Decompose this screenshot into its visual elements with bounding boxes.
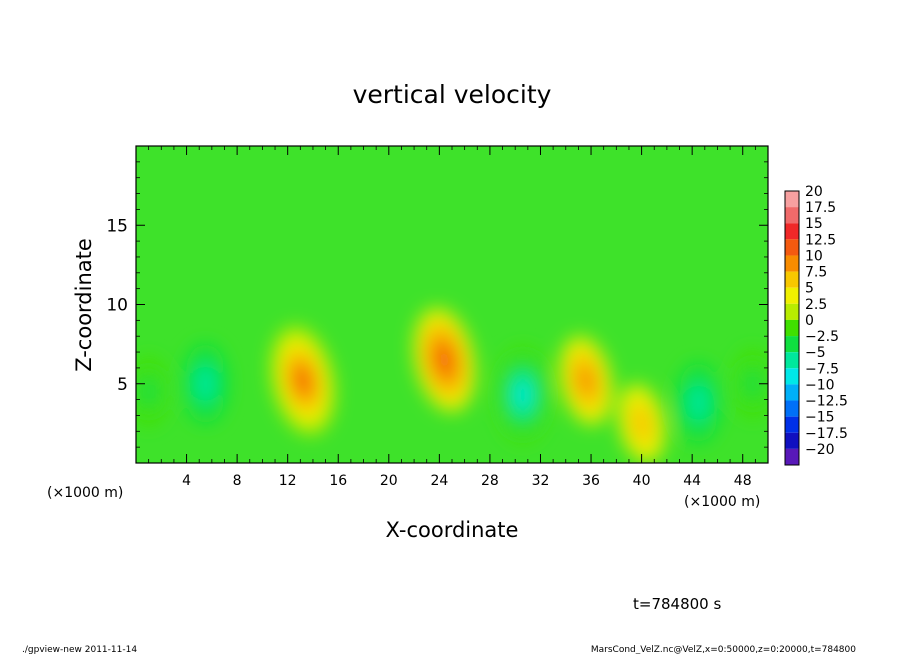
- velocity-contour: [577, 365, 595, 396]
- y-tick-label: 15: [106, 216, 128, 236]
- colorbar-label: −20: [805, 442, 835, 458]
- colorbar-swatch: [785, 432, 799, 449]
- velocity-feature: [136, 357, 169, 427]
- colorbar-swatch: [785, 287, 799, 304]
- colorbar-label: −15: [805, 410, 835, 426]
- colorbar-swatch: [785, 207, 799, 224]
- colorbar-swatch: [785, 352, 799, 369]
- colorbar-swatch: [785, 319, 799, 337]
- colorbar-swatch: [785, 271, 799, 288]
- colorbar-label: −12.5: [805, 394, 848, 410]
- colorbar-label: −7.5: [805, 361, 839, 377]
- y-axis-label: Z-coordinate: [72, 238, 96, 372]
- velocity-contour: [687, 382, 710, 423]
- colorbar-label: −17.5: [805, 426, 848, 442]
- velocity-feature: [413, 308, 476, 412]
- colorbar-label: −5: [805, 345, 826, 361]
- colorbar-swatch: [785, 400, 799, 417]
- colorbar: [784, 190, 800, 466]
- axis-ticks: [136, 146, 768, 463]
- x-tick-label: 44: [683, 473, 701, 489]
- colorbar-label: −2.5: [805, 329, 839, 345]
- x-tick-label: 36: [582, 473, 600, 489]
- colorbar-label: 2.5: [805, 297, 827, 313]
- colorbar-label: 10: [805, 248, 823, 264]
- x-tick-label: 28: [481, 473, 499, 489]
- x-tick-labels: 4 8 12 16 20 24 28 32 36 40 44 48: [182, 473, 752, 489]
- colorbar-labels: 2017.51512.5107.552.50−2.5−5−7.5−10−12.5…: [805, 184, 848, 458]
- colorbar-label: 12.5: [805, 232, 836, 248]
- x-axis-label: X-coordinate: [386, 518, 519, 542]
- plot-area: [135, 145, 769, 464]
- x-tick-label: 8: [233, 473, 242, 489]
- velocity-contour: [138, 374, 159, 409]
- colorbar-label: 0: [805, 313, 814, 329]
- time-annotation: t=784800 s: [633, 595, 721, 613]
- colorbar-swatch: [785, 239, 799, 256]
- colorbar-label: −10: [805, 377, 835, 393]
- colorbar-swatch: [785, 384, 799, 401]
- colorbar-swatch: [785, 303, 799, 320]
- x-tick-label: 40: [633, 473, 651, 489]
- colorbar-swatch: [785, 416, 799, 433]
- velocity-feature: [676, 363, 721, 443]
- x-tick-label: 16: [329, 473, 347, 489]
- x-tick-label: 24: [430, 473, 448, 489]
- colorbar-swatch: [785, 223, 799, 240]
- x-tick-label: 32: [532, 473, 550, 489]
- velocity-feature: [270, 326, 336, 435]
- footer-left: ./gpview-new 2011-11-14: [22, 645, 137, 654]
- velocity-field: [136, 308, 768, 463]
- colorbar-label: 20: [805, 184, 823, 200]
- velocity-contour: [296, 369, 310, 392]
- velocity-contour: [516, 382, 530, 407]
- colorbar-frame: [784, 190, 800, 466]
- colorbar-swatch: [785, 336, 799, 353]
- velocity-feature: [559, 336, 613, 425]
- colorbar-swatch: [785, 255, 799, 272]
- plot-background: [136, 146, 768, 463]
- y-tick-label: 10: [106, 296, 128, 316]
- x-unit-right: (×1000 m): [684, 494, 760, 510]
- x-tick-label: 20: [380, 473, 398, 489]
- colorbar-label: 17.5: [805, 200, 836, 216]
- velocity-contour: [743, 366, 763, 401]
- y-tick-labels: 5 10 15: [106, 216, 128, 395]
- x-tick-label: 4: [182, 473, 191, 489]
- colorbar-label: 15: [805, 216, 823, 232]
- velocity-feature: [183, 344, 228, 424]
- colorbar-label: 7.5: [805, 265, 827, 281]
- velocity-contour: [629, 403, 654, 443]
- colorbar-swatch: [785, 368, 799, 385]
- velocity-feature: [496, 347, 550, 443]
- velocity-feature: [618, 384, 666, 463]
- velocity-contour: [194, 363, 217, 404]
- y-tick-label: 5: [117, 375, 128, 395]
- x-tick-label: 12: [279, 473, 297, 489]
- x-unit-left: (×1000 m): [47, 485, 123, 501]
- footer-right: MarsCond_VelZ.nc@VelZ,x=0:50000,z=0:2000…: [591, 645, 856, 654]
- colorbar-swatch: [785, 191, 799, 208]
- x-tick-label: 48: [734, 473, 752, 489]
- velocity-contour: [436, 347, 453, 373]
- velocity-feature: [733, 349, 768, 419]
- chart-title: vertical velocity: [353, 80, 552, 109]
- colorbar-label: 5: [805, 281, 814, 297]
- colorbar-swatch: [785, 448, 799, 465]
